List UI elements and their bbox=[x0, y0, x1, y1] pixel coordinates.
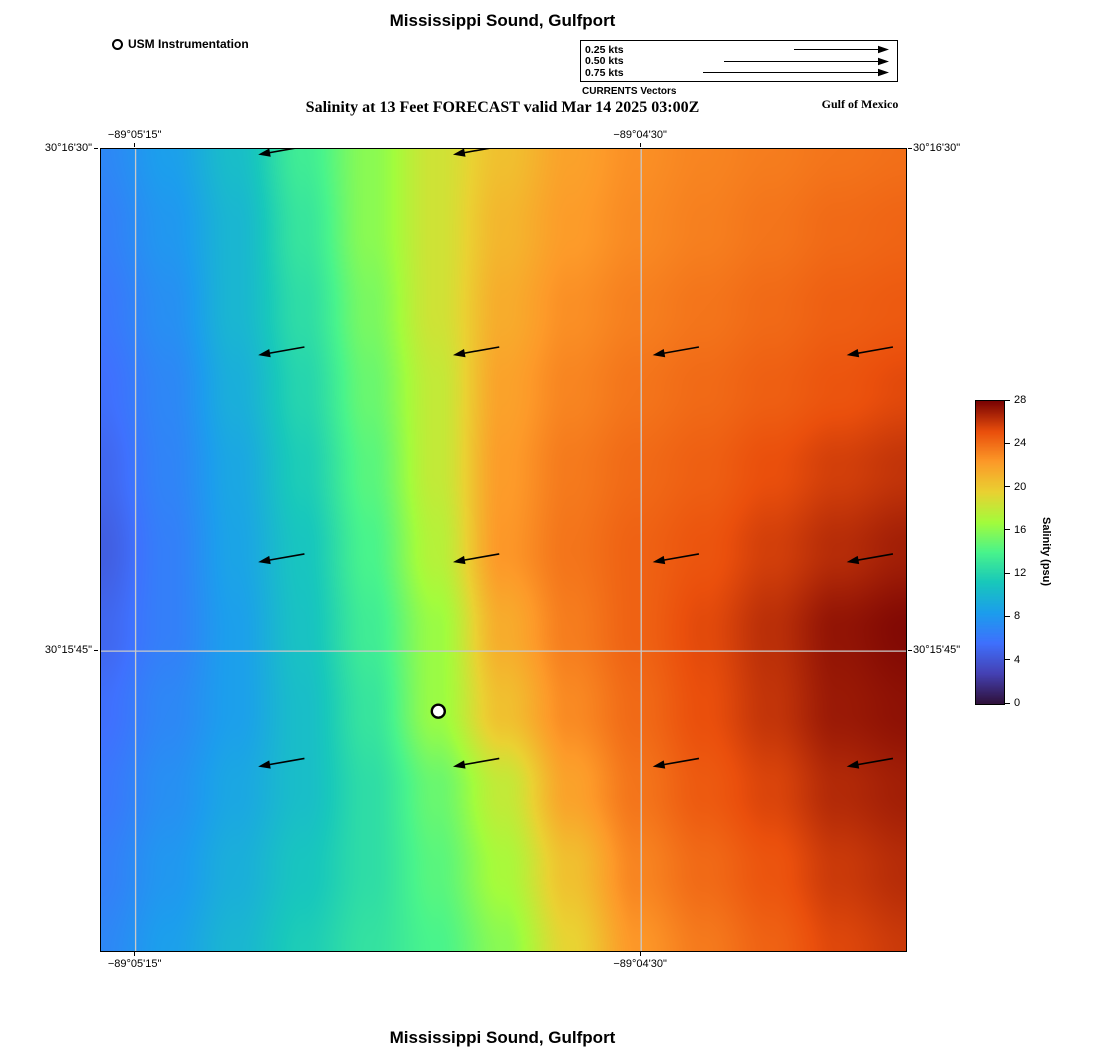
usm-station-marker bbox=[430, 703, 446, 719]
colorbar-tick-label: 28 bbox=[1014, 394, 1027, 406]
axis-tick-mark bbox=[639, 143, 641, 147]
figure-title-top: Mississippi Sound, Gulfport bbox=[389, 11, 616, 30]
currents-speed-label: 0.75 kts bbox=[585, 66, 624, 79]
colorbar-tick-mark bbox=[1005, 399, 1010, 401]
current-vector-arrow bbox=[846, 757, 894, 769]
current-vector-arrow bbox=[846, 553, 894, 565]
current-vector-arrow bbox=[846, 346, 894, 358]
axis-tick-mark bbox=[908, 649, 912, 651]
axis-tick-mark bbox=[908, 147, 912, 149]
colorbar-tick-mark bbox=[1005, 486, 1010, 488]
colorbar-tick-label: 20 bbox=[1014, 480, 1027, 493]
current-vector-arrow bbox=[258, 553, 305, 565]
gulf-of-mexico-label: Gulf of Mexico bbox=[821, 97, 899, 111]
axis-tick-mark bbox=[639, 952, 641, 956]
current-vector-arrow bbox=[258, 346, 305, 358]
current-vector-arrow bbox=[452, 757, 500, 769]
current-vector-arrow bbox=[258, 149, 305, 157]
colorbar-tick-mark bbox=[1005, 442, 1010, 444]
currents-speed-row: 0.75 kts bbox=[585, 66, 893, 79]
currents-speed-arrow-icon bbox=[794, 45, 889, 54]
colorbar-tick-mark bbox=[1005, 529, 1010, 531]
currents-caption: CURRENTS Vectors bbox=[582, 86, 677, 97]
colorbar-tick-label: 12 bbox=[1014, 567, 1027, 580]
colorbar-tick-label: 4 bbox=[1014, 653, 1021, 666]
salinity-heatmap-canvas bbox=[101, 149, 906, 951]
x-tick-label-bottom: −89°05'15" bbox=[107, 958, 162, 970]
usm-instrumentation-legend: USM Instrumentation bbox=[112, 37, 249, 51]
x-tick-label-bottom: −89°04'30" bbox=[613, 958, 667, 970]
instrumentation-marker-icon bbox=[112, 38, 123, 50]
colorbar-tick-label: 0 bbox=[1014, 697, 1021, 709]
current-vector-arrow bbox=[258, 757, 305, 769]
currents-speed-row: 0.50 kts bbox=[585, 55, 893, 67]
currents-speed-row: 0.25 kts bbox=[585, 43, 893, 56]
x-tick-label-top: −89°05'15" bbox=[107, 129, 162, 141]
current-vector-arrow bbox=[452, 553, 500, 565]
colorbar-tick-mark bbox=[1005, 615, 1010, 617]
axis-tick-mark bbox=[94, 147, 98, 149]
current-vector-arrow bbox=[652, 553, 700, 565]
currents-legend-box: 0.25 kts 0.50 kts 0.75 kts bbox=[580, 40, 898, 82]
figure-subtitle: Salinity at 13 Feet FORECAST valid Mar 1… bbox=[305, 99, 700, 116]
colorbar-tick-label: 16 bbox=[1014, 523, 1027, 536]
currents-speed-label: 0.25 kts bbox=[585, 43, 624, 56]
colorbar-tick-mark bbox=[1005, 702, 1010, 704]
colorbar-tick-label: 24 bbox=[1014, 437, 1027, 450]
salinity-map bbox=[100, 148, 907, 952]
y-tick-label-right: 30°16'30" bbox=[913, 142, 961, 154]
colorbar-tick-label: 8 bbox=[1014, 610, 1021, 623]
x-tick-label-top: −89°04'30" bbox=[613, 129, 667, 141]
currents-speed-arrow-icon bbox=[724, 57, 889, 65]
figure-title-bottom: Mississippi Sound, Gulfport bbox=[389, 1028, 616, 1047]
colorbar-tick-mark bbox=[1005, 659, 1010, 661]
y-tick-label-right: 30°15'45" bbox=[913, 644, 961, 657]
currents-speed-label: 0.50 kts bbox=[585, 55, 624, 67]
y-tick-label-left: 30°16'30" bbox=[44, 142, 92, 154]
map-overlay bbox=[101, 149, 906, 951]
current-vector-arrow bbox=[652, 757, 700, 769]
colorbar-tick-mark bbox=[1005, 572, 1010, 574]
colorbar-label: Salinity (psu) bbox=[1040, 516, 1052, 587]
axis-tick-mark bbox=[134, 952, 136, 956]
axis-tick-mark bbox=[134, 143, 136, 147]
axis-tick-mark bbox=[94, 649, 98, 651]
current-vector-arrow bbox=[452, 149, 500, 157]
currents-speed-arrow-icon bbox=[703, 68, 889, 77]
current-vector-arrow bbox=[452, 346, 500, 358]
current-vector-arrow bbox=[652, 346, 700, 358]
colorbar-gradient bbox=[975, 400, 1005, 705]
usm-legend-label: USM Instrumentation bbox=[128, 37, 249, 51]
y-tick-label-left: 30°15'45" bbox=[44, 644, 92, 657]
